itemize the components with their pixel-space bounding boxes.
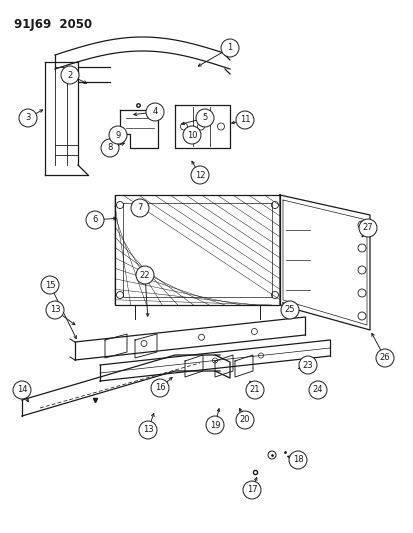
Circle shape xyxy=(146,103,164,121)
Text: 6: 6 xyxy=(92,215,97,224)
Text: 11: 11 xyxy=(239,116,249,125)
Circle shape xyxy=(101,139,119,157)
Text: 4: 4 xyxy=(152,108,157,117)
Circle shape xyxy=(131,199,149,217)
Text: 19: 19 xyxy=(209,421,220,430)
Text: 8: 8 xyxy=(107,143,112,152)
Text: 14: 14 xyxy=(17,385,27,394)
Circle shape xyxy=(183,126,201,144)
Circle shape xyxy=(235,411,254,429)
Text: 26: 26 xyxy=(379,353,389,362)
Text: 16: 16 xyxy=(154,384,165,392)
Circle shape xyxy=(242,481,260,499)
Circle shape xyxy=(86,211,104,229)
Circle shape xyxy=(206,416,223,434)
Circle shape xyxy=(151,379,169,397)
Text: 12: 12 xyxy=(194,171,205,180)
Circle shape xyxy=(139,421,157,439)
Text: 13: 13 xyxy=(142,425,153,434)
Text: 21: 21 xyxy=(249,385,260,394)
Circle shape xyxy=(375,349,393,367)
Circle shape xyxy=(280,301,298,319)
Text: 9: 9 xyxy=(115,131,120,140)
Circle shape xyxy=(235,111,254,129)
Text: 15: 15 xyxy=(45,280,55,289)
Text: 1: 1 xyxy=(227,44,232,52)
Circle shape xyxy=(288,451,306,469)
Circle shape xyxy=(195,109,214,127)
Circle shape xyxy=(298,356,316,374)
Text: 17: 17 xyxy=(246,486,257,495)
Text: 2: 2 xyxy=(67,70,72,79)
Text: 24: 24 xyxy=(312,385,323,394)
Circle shape xyxy=(245,381,263,399)
Text: 7: 7 xyxy=(137,204,142,213)
Text: 23: 23 xyxy=(302,360,313,369)
Text: 10: 10 xyxy=(186,131,197,140)
Circle shape xyxy=(46,301,64,319)
Circle shape xyxy=(308,381,326,399)
Text: 25: 25 xyxy=(284,305,294,314)
Circle shape xyxy=(13,381,31,399)
Circle shape xyxy=(190,166,209,184)
Circle shape xyxy=(41,276,59,294)
Text: 20: 20 xyxy=(239,416,249,424)
Circle shape xyxy=(61,66,79,84)
Text: 91J69  2050: 91J69 2050 xyxy=(14,18,92,31)
Circle shape xyxy=(136,266,154,284)
Circle shape xyxy=(358,219,376,237)
Circle shape xyxy=(109,126,127,144)
Text: 27: 27 xyxy=(362,223,373,232)
Text: 3: 3 xyxy=(25,114,31,123)
Text: 13: 13 xyxy=(50,305,60,314)
Circle shape xyxy=(19,109,37,127)
Text: 18: 18 xyxy=(292,456,303,464)
Text: 22: 22 xyxy=(140,271,150,279)
Text: 5: 5 xyxy=(202,114,207,123)
Circle shape xyxy=(221,39,238,57)
